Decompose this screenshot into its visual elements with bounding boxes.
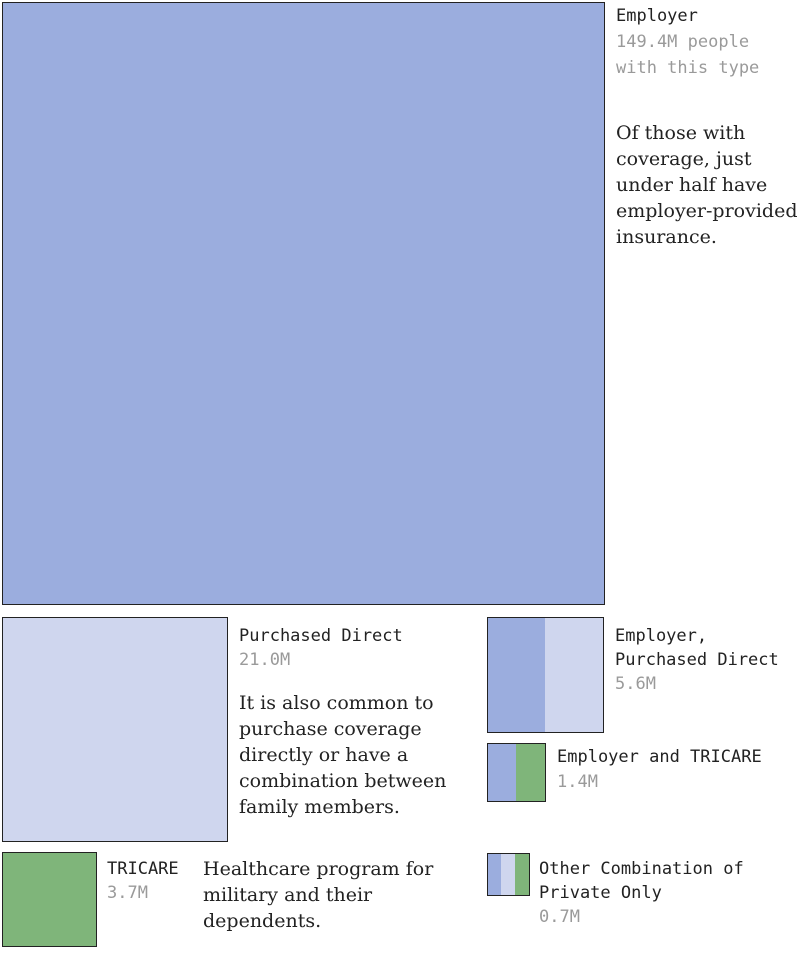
- tricare-note: Healthcare program for military and thei…: [203, 858, 434, 932]
- tricare-value: 3.7M: [107, 883, 148, 903]
- employer-purchased-employer-part: [488, 618, 545, 732]
- employer-purchased-label-line1: Employer,: [615, 626, 708, 646]
- employer-purchased-label-line2: Purchased Direct: [615, 650, 779, 670]
- purchased-direct-square: [2, 617, 228, 842]
- other-purchased-part: [501, 854, 515, 895]
- purchased-direct-note: It is also common to purchase coverage d…: [239, 692, 447, 818]
- employer-tricare-employer-part: [488, 744, 516, 801]
- other-combination-label-line2: Private Only: [539, 883, 662, 903]
- purchased-direct-label: Purchased Direct: [239, 626, 403, 646]
- employer-tricare-tricare-part: [516, 744, 545, 801]
- tricare-label: TRICARE: [107, 859, 179, 879]
- employer-purchased-square: [487, 617, 604, 733]
- employer-value-line2: with this type: [616, 58, 760, 78]
- employer-purchased-value: 5.6M: [615, 674, 656, 694]
- tricare-square: [2, 852, 97, 947]
- other-combination-square: [487, 853, 530, 896]
- employer-value-line1: 149.4M people: [616, 32, 750, 52]
- employer-tricare-square: [487, 743, 546, 802]
- employer-label: Employer: [616, 6, 698, 26]
- other-combination-value: 0.7M: [539, 907, 580, 927]
- employer-tricare-value: 1.4M: [557, 772, 598, 792]
- other-tricare-part: [515, 854, 529, 895]
- employer-purchased-direct-part: [545, 618, 603, 732]
- employer-tricare-label: Employer and TRICARE: [557, 747, 762, 767]
- other-combination-label-line1: Other Combination of: [539, 859, 744, 879]
- other-employer-part: [488, 854, 501, 895]
- employer-note: Of those with coverage, just under half …: [616, 122, 798, 248]
- purchased-direct-value: 21.0M: [239, 650, 291, 670]
- employer-square: [2, 2, 605, 605]
